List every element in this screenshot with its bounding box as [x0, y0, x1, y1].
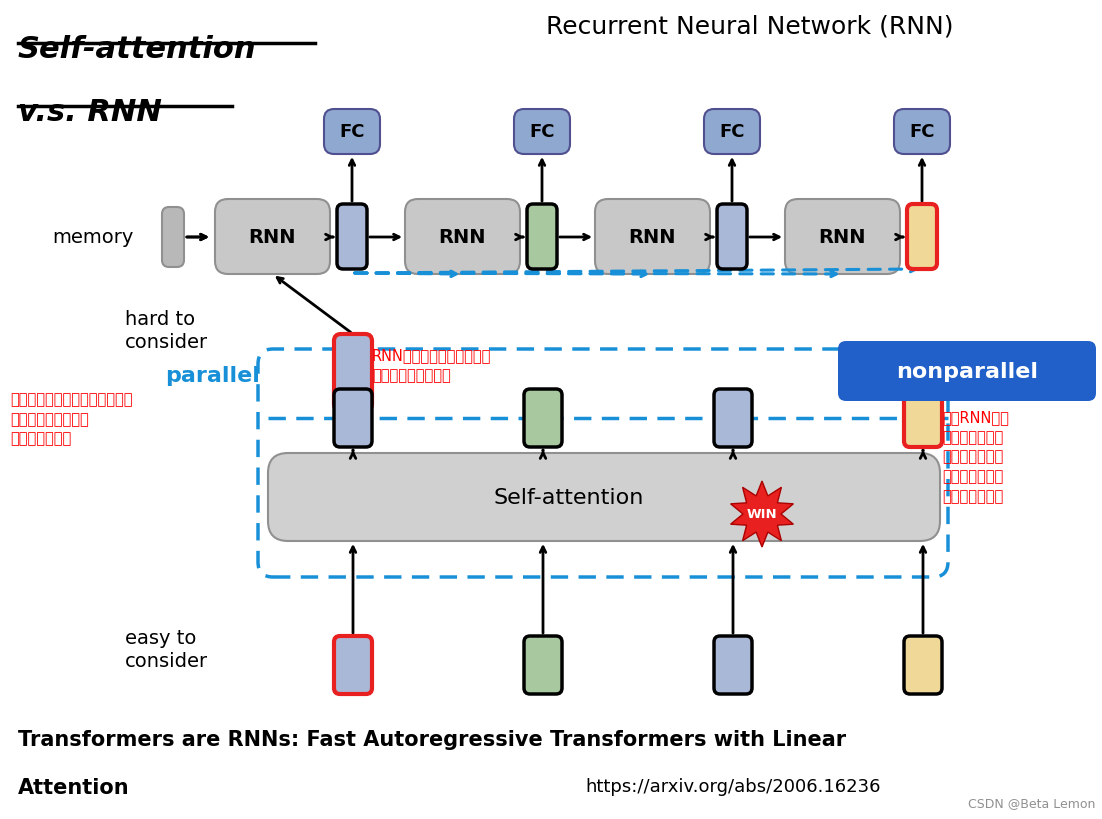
FancyBboxPatch shape [785, 200, 900, 274]
Text: WIN: WIN [747, 508, 777, 521]
FancyBboxPatch shape [334, 636, 372, 695]
Polygon shape [731, 482, 793, 547]
Text: v.s. RNN: v.s. RNN [18, 98, 162, 127]
FancyBboxPatch shape [907, 205, 937, 269]
Text: Attention: Attention [18, 777, 130, 797]
FancyBboxPatch shape [268, 454, 940, 541]
Text: easy to
consider: easy to consider [125, 628, 208, 671]
Text: RNN: RNN [439, 228, 486, 247]
FancyBboxPatch shape [904, 636, 942, 695]
FancyBboxPatch shape [704, 110, 760, 155]
FancyBboxPatch shape [406, 200, 520, 274]
Text: RNN为线性处理，只考虑了
之前所有输入的因素: RNN为线性处理，只考虑了 之前所有输入的因素 [372, 347, 491, 382]
Text: FC: FC [339, 124, 365, 142]
FancyBboxPatch shape [324, 110, 380, 155]
FancyBboxPatch shape [162, 208, 184, 268]
Text: FC: FC [529, 124, 554, 142]
Text: FC: FC [720, 124, 745, 142]
Text: https://arxiv.org/abs/2006.16236: https://arxiv.org/abs/2006.16236 [585, 777, 880, 795]
Text: CSDN @Beta Lemon: CSDN @Beta Lemon [968, 796, 1095, 809]
Text: RNN: RNN [249, 228, 296, 247]
FancyBboxPatch shape [334, 390, 372, 447]
FancyBboxPatch shape [714, 390, 752, 447]
Text: Self-attention: Self-attention [18, 35, 257, 64]
Text: nonparallel: nonparallel [896, 361, 1038, 382]
FancyBboxPatch shape [523, 636, 562, 695]
Text: 自注意力机制能并行处理输入，
每一个输出都考虑了
所有输入的影响: 自注意力机制能并行处理输入， 每一个输出都考虑了 所有输入的影响 [10, 391, 132, 446]
Text: parallel: parallel [165, 365, 260, 386]
FancyBboxPatch shape [527, 205, 557, 269]
Text: FC: FC [909, 124, 934, 142]
Text: Transformers are RNNs: Fast Autoregressive Transformers with Linear: Transformers are RNNs: Fast Autoregressi… [18, 729, 846, 749]
Text: RNN: RNN [629, 228, 677, 247]
FancyBboxPatch shape [904, 390, 942, 447]
FancyBboxPatch shape [334, 335, 372, 411]
FancyBboxPatch shape [838, 342, 1096, 401]
Text: hard to
consider: hard to consider [125, 310, 208, 352]
FancyBboxPatch shape [514, 110, 570, 155]
Text: memory: memory [52, 229, 133, 247]
FancyBboxPatch shape [215, 200, 329, 274]
FancyBboxPatch shape [595, 200, 710, 274]
Text: Self-attention: Self-attention [494, 487, 645, 508]
Text: RNN: RNN [819, 228, 866, 247]
Text: Recurrent Neural Network (RNN): Recurrent Neural Network (RNN) [547, 15, 953, 39]
FancyBboxPatch shape [894, 110, 950, 155]
Text: 然而RNN也可
以是双向的，此
时每一个输出也
可看做考虑了所
有的输入信息。: 然而RNN也可 以是双向的，此 时每一个输出也 可看做考虑了所 有的输入信息。 [942, 410, 1008, 504]
FancyBboxPatch shape [714, 636, 752, 695]
FancyBboxPatch shape [717, 205, 747, 269]
FancyBboxPatch shape [523, 390, 562, 447]
FancyBboxPatch shape [337, 205, 367, 269]
